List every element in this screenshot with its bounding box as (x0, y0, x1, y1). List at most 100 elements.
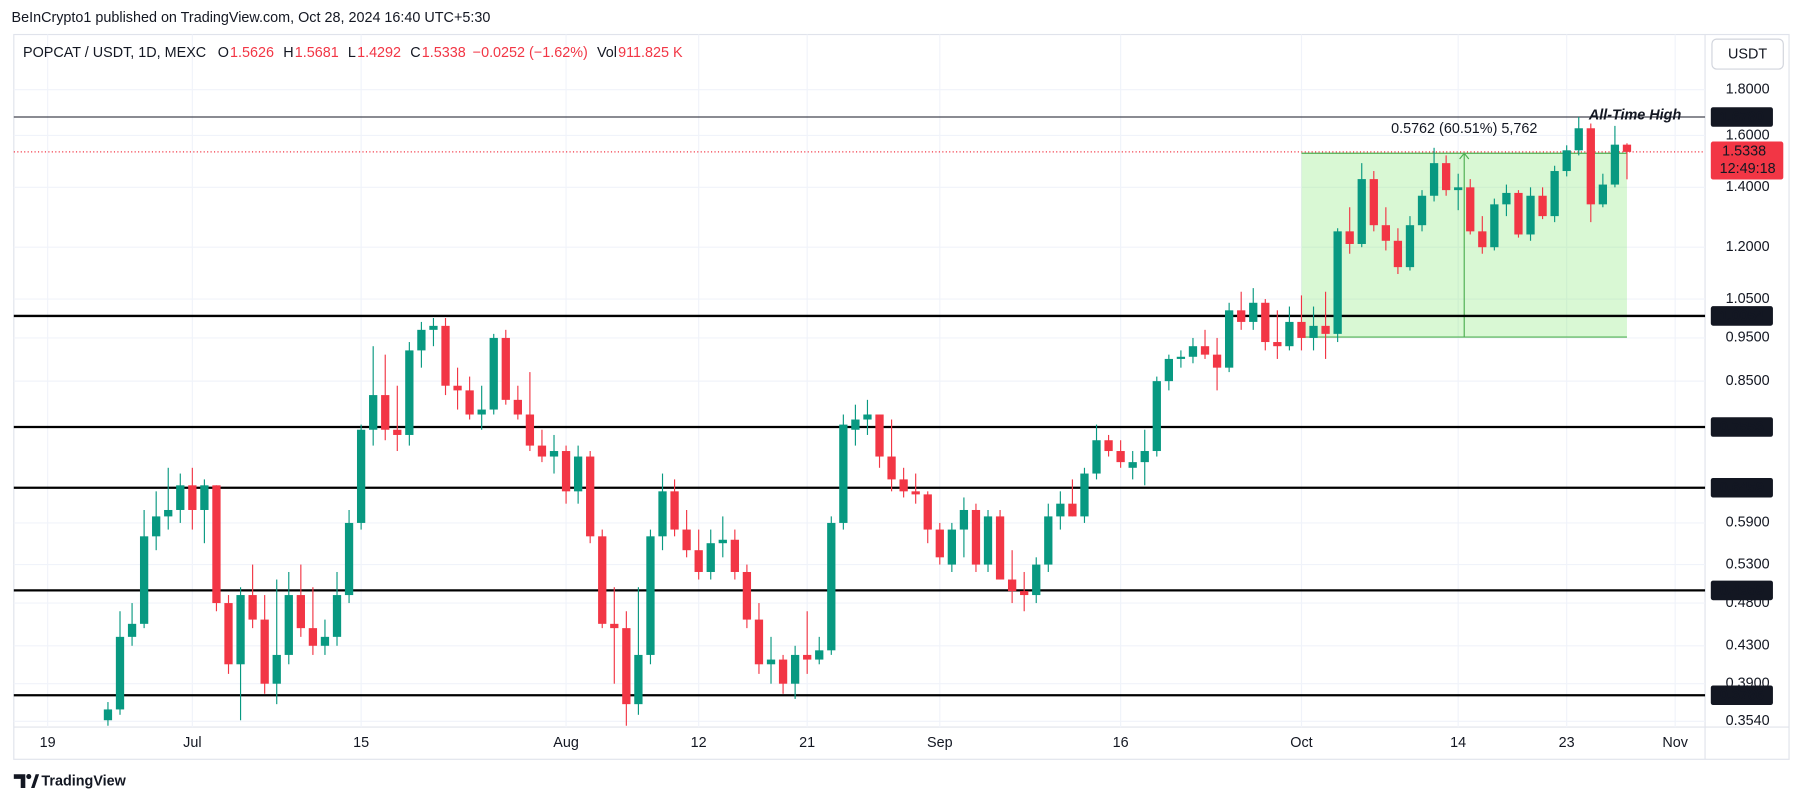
x-tick-label: Oct (1290, 735, 1312, 751)
candle-body (1249, 302, 1258, 322)
candle-body (1188, 346, 1198, 357)
candle-body (176, 485, 185, 510)
candle-body (1032, 564, 1041, 596)
y-tick-label: 0.5300 (1726, 556, 1770, 572)
candle-body (1502, 192, 1511, 205)
candle-body (790, 654, 800, 684)
candle-body (1044, 516, 1053, 565)
candle-body (742, 571, 752, 620)
candle-body (139, 536, 149, 624)
candle-body (320, 636, 330, 646)
candle-body (1598, 184, 1607, 205)
candle-body (115, 636, 125, 710)
y-tick-label: 0.8500 (1726, 373, 1770, 389)
candle-body (875, 414, 884, 457)
candle-body (694, 550, 703, 572)
level-label: 0.6459 (1720, 480, 1764, 496)
legend-field-label: C (410, 45, 420, 61)
x-tick-label: 16 (1113, 735, 1129, 751)
candle-body (1116, 451, 1125, 463)
candle-body (1212, 354, 1222, 368)
candle-body (1128, 462, 1137, 468)
level-label: 1.6780 (1720, 109, 1764, 125)
candle-body (839, 424, 848, 523)
candle-body (851, 419, 860, 430)
candle-body (646, 536, 655, 655)
level-label-box (1710, 477, 1773, 498)
candle-body (1454, 187, 1463, 191)
logo-mark (13, 774, 26, 789)
candle-body (718, 539, 727, 544)
candle-body (1164, 358, 1173, 382)
candle-body (1526, 195, 1535, 235)
legend-field-label: H (283, 45, 293, 61)
candle-body (766, 659, 776, 665)
candle-body (1622, 144, 1632, 152)
legend-field-value: 1.5681 (295, 45, 339, 61)
candle-body (465, 390, 474, 415)
candle-body (899, 479, 908, 492)
chart-frame (13, 33, 1790, 760)
legend-field-value: 1.5338 (422, 45, 466, 61)
legend-volume: 911.825 K (618, 45, 683, 61)
y-tick-label: 1.8000 (1726, 82, 1770, 98)
candle-body (1466, 187, 1475, 232)
measure-label: 0.5762 (60.51%) 5,762 (1391, 121, 1537, 137)
candle-body (381, 395, 390, 430)
candle-body (1333, 231, 1342, 334)
candle-body (610, 623, 619, 629)
candle-body (127, 623, 137, 637)
candle-body (1478, 231, 1487, 248)
candle-body (525, 414, 535, 446)
candle-body (911, 491, 920, 495)
candle-body (754, 619, 764, 665)
candle-body (1345, 231, 1354, 244)
candle-body (863, 414, 872, 420)
legend-field-value: 1.5626 (230, 45, 274, 61)
footer-logo (13, 774, 40, 789)
legend-field-label: O (218, 45, 229, 61)
candle-body (1309, 325, 1318, 338)
candle-body (224, 603, 233, 665)
candle-body (573, 456, 583, 492)
y-tick-label: 0.3540 (1726, 713, 1770, 729)
x-tick-label: 12 (691, 735, 707, 751)
currency-button[interactable] (1711, 38, 1784, 70)
y-tick-label: 1.6000 (1726, 127, 1770, 143)
candle-body (405, 350, 414, 435)
candle-body (670, 491, 679, 530)
y-tick-label: 0.9500 (1726, 330, 1770, 346)
candle-body (236, 595, 245, 665)
candle-body (1068, 503, 1077, 517)
candle-body (1080, 473, 1089, 517)
candle-body (188, 485, 197, 510)
candle-body (923, 494, 932, 530)
candle-body (1297, 321, 1306, 338)
candle-body (260, 619, 269, 684)
candle-body (332, 595, 342, 637)
candle-body (1610, 144, 1620, 185)
candle-body (164, 509, 173, 517)
measure-arrow-head (1459, 152, 1470, 160)
level-label: 1.0054 (1720, 308, 1764, 324)
candle-body (489, 337, 498, 410)
y-tick-label: 1.2000 (1726, 239, 1770, 255)
candle-body (598, 536, 607, 624)
countdown-label: 12:49:18 (1720, 161, 1776, 177)
candle-body (1369, 179, 1378, 226)
y-tick-label: 1.0500 (1726, 291, 1770, 307)
candle-body (586, 456, 595, 537)
candle-body (1393, 240, 1403, 268)
level-label-box (1710, 417, 1773, 437)
footer-brand: TradingView (41, 774, 126, 790)
logo-dot (26, 774, 32, 780)
logo-slash (31, 774, 40, 789)
candle-body (1140, 451, 1149, 463)
candle-body (1562, 150, 1571, 172)
price-label-box (1710, 141, 1784, 180)
candle-body (971, 509, 981, 565)
candle-body (1261, 302, 1270, 343)
candle-body (1381, 225, 1390, 241)
